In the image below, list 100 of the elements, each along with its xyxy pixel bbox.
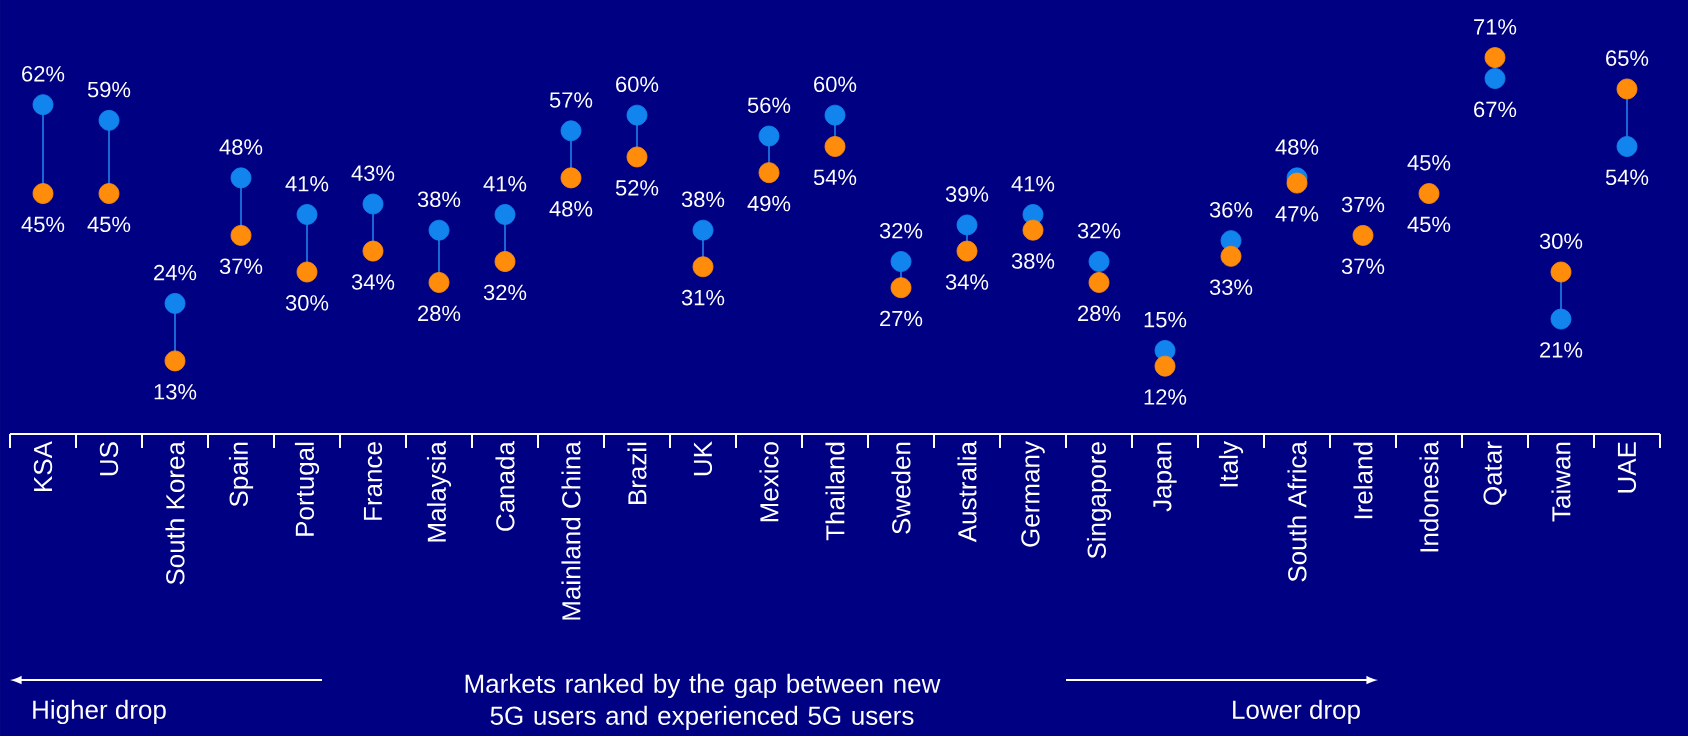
data-label: 24% xyxy=(154,264,197,281)
x-tick-label: Mainland China xyxy=(561,441,581,620)
x-tick-label: Japan xyxy=(1153,442,1177,512)
data-label: 30% xyxy=(1539,233,1583,250)
point xyxy=(1418,183,1440,205)
point xyxy=(1088,272,1110,293)
point xyxy=(626,146,648,168)
data-label: 65% xyxy=(1606,50,1649,67)
point xyxy=(758,125,780,147)
data-label: 32% xyxy=(1077,223,1121,239)
point xyxy=(1088,251,1110,273)
point xyxy=(890,277,912,299)
x-tick-label: Singapore xyxy=(1086,442,1112,559)
x-tick-label: France xyxy=(363,442,383,520)
x-tick-label: Indonesia xyxy=(1419,441,1439,552)
data-label: 38% xyxy=(681,191,725,208)
data-label: 38% xyxy=(1011,253,1055,269)
x-tick-label: Canada xyxy=(495,441,515,531)
data-label: 60% xyxy=(616,76,659,93)
point xyxy=(890,251,912,273)
point xyxy=(230,167,252,189)
point xyxy=(824,104,846,126)
data-label: 28% xyxy=(418,305,461,322)
point xyxy=(824,136,846,158)
point xyxy=(494,251,516,273)
x-tick-label: Australia xyxy=(957,441,977,543)
x-tick-label: South Korea xyxy=(165,441,185,585)
annotation: 37% xyxy=(1341,196,1385,213)
data-label: 45% xyxy=(1407,216,1451,233)
point xyxy=(956,240,978,262)
x-tick-label: KSA xyxy=(33,441,53,492)
data-label: 47% xyxy=(1275,206,1319,222)
data-label: 48% xyxy=(1275,139,1319,155)
point xyxy=(32,94,54,116)
x-tick-label: UAE xyxy=(1617,442,1637,493)
point xyxy=(98,110,120,131)
data-label: 60% xyxy=(814,76,857,93)
data-label: 28% xyxy=(1078,305,1121,322)
x-tick-label: UK xyxy=(693,441,713,476)
x-tick-label: Germany xyxy=(1021,441,1045,547)
point xyxy=(164,293,186,314)
data-label: 62% xyxy=(22,66,65,82)
data-label: 27% xyxy=(880,310,923,327)
x-tick-label: Italy xyxy=(1218,441,1244,487)
point xyxy=(1616,78,1638,100)
x-tick-label: Qatar xyxy=(1483,441,1507,505)
point xyxy=(560,167,582,189)
x-tick-label: US xyxy=(99,442,119,476)
data-label: 48% xyxy=(219,139,263,155)
data-label: 32% xyxy=(879,223,923,239)
point xyxy=(692,256,714,278)
data-label: 37% xyxy=(1341,258,1385,275)
point xyxy=(1220,246,1242,267)
data-label: 34% xyxy=(945,274,989,290)
data-label: 37% xyxy=(219,258,263,275)
point xyxy=(692,219,714,241)
point xyxy=(428,272,450,293)
point xyxy=(956,214,978,236)
point xyxy=(1550,261,1572,283)
x-tick-label: South Africa xyxy=(1287,441,1307,582)
data-label: 45% xyxy=(87,216,131,233)
point xyxy=(1286,172,1308,194)
point xyxy=(1484,47,1506,69)
point xyxy=(560,120,582,142)
data-label: 12% xyxy=(1144,389,1187,405)
point xyxy=(1352,225,1374,246)
data-label: 15% xyxy=(1144,312,1187,328)
data-label: 45% xyxy=(21,216,65,233)
x-tick-label: Spain xyxy=(228,442,254,507)
data-label: 71% xyxy=(1474,19,1517,35)
x-tick-label: Mexico xyxy=(759,442,779,522)
point xyxy=(230,225,252,246)
point xyxy=(494,204,516,225)
data-label: 21% xyxy=(1540,342,1583,358)
annotation: 45% xyxy=(1407,155,1451,171)
point xyxy=(1616,136,1638,158)
x-axis-title: Markets ranked by the gap between new 5G users and experienced 5G users xyxy=(465,673,941,731)
point xyxy=(428,219,450,241)
data-label: 36% xyxy=(1209,202,1253,218)
data-label: 13% xyxy=(154,384,197,400)
data-label: 56% xyxy=(747,97,791,114)
point xyxy=(362,240,384,262)
point xyxy=(1022,219,1044,241)
text: Higher drop xyxy=(33,699,166,725)
data-label: 31% xyxy=(681,289,725,306)
data-label: 59% xyxy=(87,81,131,98)
data-label: 38% xyxy=(417,191,461,208)
data-label: 49% xyxy=(747,195,791,212)
data-label: 33% xyxy=(1209,279,1253,296)
x-tick-label: Ireland xyxy=(1353,442,1373,519)
data-label: 67% xyxy=(1474,101,1517,118)
point xyxy=(1484,68,1506,90)
point xyxy=(626,104,648,126)
point xyxy=(362,193,384,215)
data-label: 39% xyxy=(945,186,989,202)
data-label: 41% xyxy=(1011,176,1055,192)
point xyxy=(296,261,318,283)
data-label: 32% xyxy=(483,284,527,301)
data-label: 57% xyxy=(549,92,593,108)
x-tick-label: Portugal xyxy=(294,442,320,536)
